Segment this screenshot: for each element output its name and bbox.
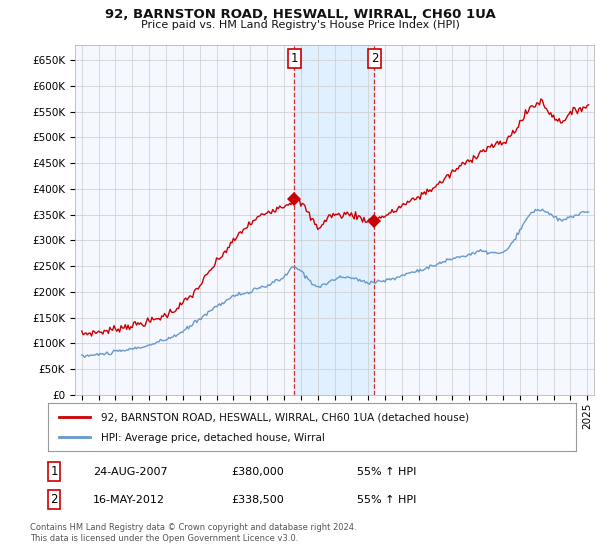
Text: 24-AUG-2007: 24-AUG-2007 — [93, 466, 167, 477]
Text: £380,000: £380,000 — [231, 466, 284, 477]
Text: 55% ↑ HPI: 55% ↑ HPI — [357, 494, 416, 505]
Text: 55% ↑ HPI: 55% ↑ HPI — [357, 466, 416, 477]
Text: 1: 1 — [50, 465, 58, 478]
Text: 92, BARNSTON ROAD, HESWALL, WIRRAL, CH60 1UA (detached house): 92, BARNSTON ROAD, HESWALL, WIRRAL, CH60… — [101, 413, 469, 422]
Text: 92, BARNSTON ROAD, HESWALL, WIRRAL, CH60 1UA: 92, BARNSTON ROAD, HESWALL, WIRRAL, CH60… — [104, 8, 496, 21]
Text: Contains HM Land Registry data © Crown copyright and database right 2024.
This d: Contains HM Land Registry data © Crown c… — [30, 524, 356, 543]
Text: Price paid vs. HM Land Registry's House Price Index (HPI): Price paid vs. HM Land Registry's House … — [140, 20, 460, 30]
Bar — [295, 45, 374, 395]
Text: HPI: Average price, detached house, Wirral: HPI: Average price, detached house, Wirr… — [101, 433, 325, 444]
Text: £338,500: £338,500 — [231, 494, 284, 505]
Text: 1: 1 — [290, 52, 298, 66]
Text: 2: 2 — [50, 493, 58, 506]
Text: 16-MAY-2012: 16-MAY-2012 — [93, 494, 165, 505]
Text: 2: 2 — [371, 52, 378, 66]
